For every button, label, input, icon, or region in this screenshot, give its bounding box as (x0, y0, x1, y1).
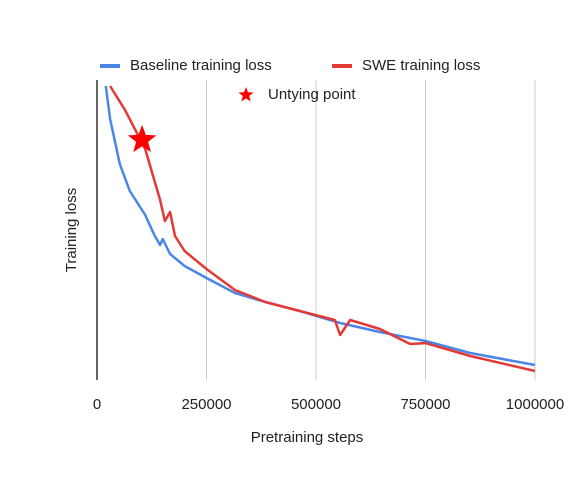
x-tick-label: 750000 (400, 396, 450, 413)
x-tick-label: 500000 (291, 396, 341, 413)
x-tick-label: 1000000 (506, 396, 564, 413)
legend-label: Untying point (268, 86, 356, 103)
legend-label: Baseline training loss (130, 57, 272, 74)
legend-label: SWE training loss (362, 57, 480, 74)
series-line (104, 85, 536, 367)
legend-symbol (238, 87, 254, 102)
series-line (109, 85, 536, 373)
x-tick-label: 0 (93, 396, 101, 413)
star-marker (127, 125, 157, 153)
x-tick-label: 250000 (181, 396, 231, 413)
x-axis-label: Pretraining steps (251, 429, 364, 446)
y-axis-label: Training loss (63, 188, 80, 272)
